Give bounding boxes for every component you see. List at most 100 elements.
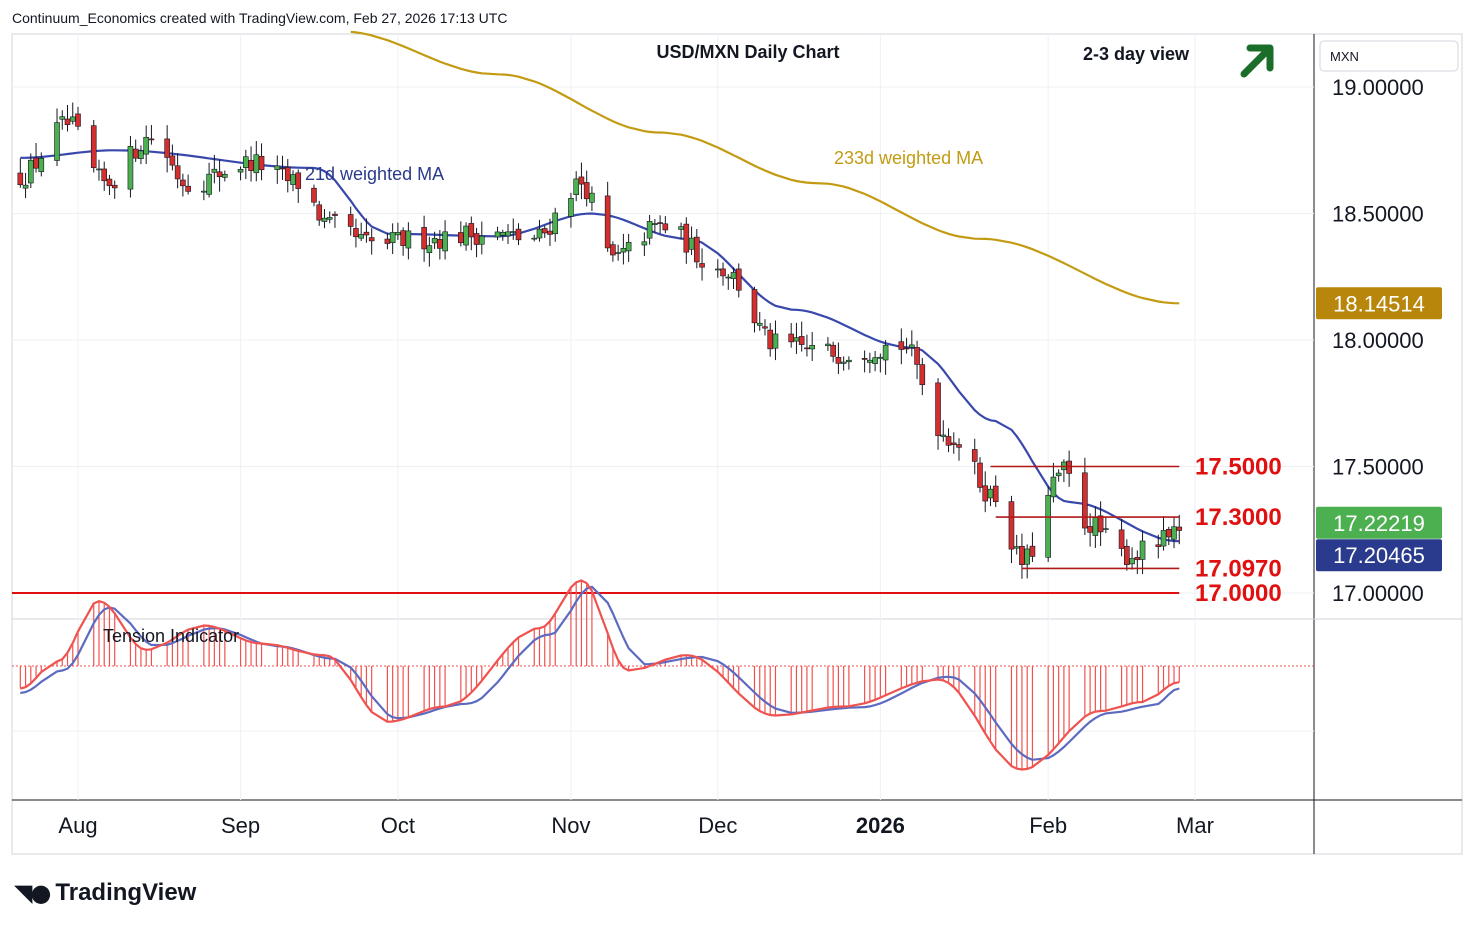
candle	[1134, 550, 1141, 575]
candle	[977, 457, 983, 493]
candle	[101, 161, 108, 191]
candle	[678, 222, 684, 240]
candle	[767, 323, 774, 357]
candle	[54, 108, 60, 167]
candle	[882, 340, 889, 375]
candle	[568, 192, 574, 228]
tension-indicator-pane	[12, 579, 1314, 771]
candle	[316, 200, 323, 226]
candle	[28, 153, 34, 188]
candle	[646, 214, 653, 245]
price-badge-label: 17.20465	[1333, 543, 1425, 568]
candle	[138, 145, 144, 165]
candle	[363, 218, 370, 243]
candle	[620, 233, 627, 265]
candle	[400, 227, 406, 256]
candle	[326, 211, 333, 224]
candle	[473, 227, 480, 258]
x-tick-label: Aug	[58, 813, 97, 838]
y-tick-label: 19.00000	[1332, 75, 1424, 100]
x-tick-label: Oct	[381, 813, 415, 838]
candle	[295, 169, 302, 203]
chart-frame	[11, 33, 1463, 855]
candle	[804, 334, 810, 357]
candle	[1176, 514, 1183, 545]
candle	[688, 226, 695, 256]
y-tick-label: 17.00000	[1332, 581, 1424, 606]
candle	[982, 471, 989, 513]
candle	[321, 209, 328, 229]
candle	[426, 236, 433, 267]
x-tick-label: Sep	[221, 813, 260, 838]
price-badge-label: 18.14514	[1333, 291, 1425, 316]
candle	[515, 223, 522, 246]
candle	[132, 139, 139, 162]
candle	[1024, 544, 1030, 579]
candle	[772, 320, 779, 361]
candle	[604, 181, 611, 252]
price-badge	[1316, 539, 1442, 572]
candle	[615, 244, 621, 261]
level-label: 17.0970	[1195, 555, 1282, 582]
candle	[1139, 530, 1146, 575]
candle	[478, 221, 485, 255]
ma21-series	[20, 149, 1180, 543]
candle	[243, 149, 249, 180]
candle	[541, 225, 548, 238]
currency-box[interactable]	[1319, 40, 1459, 72]
candle	[725, 274, 732, 290]
candle	[1029, 532, 1036, 563]
chart-subtitle: 2-3 day view	[1083, 44, 1190, 64]
x-tick-label: Dec	[698, 813, 737, 838]
candle	[174, 153, 181, 189]
candle	[90, 120, 97, 173]
candle	[830, 341, 836, 363]
candle	[499, 229, 506, 241]
candle	[258, 143, 265, 181]
candle	[1165, 526, 1172, 546]
candle	[421, 215, 427, 262]
candle	[206, 162, 212, 198]
candle	[358, 222, 364, 242]
candle	[867, 352, 873, 374]
candle	[625, 233, 632, 262]
oscillator-fast-line	[20, 579, 1180, 771]
candle	[180, 173, 186, 197]
candle	[971, 438, 978, 475]
candle	[1171, 517, 1177, 549]
candle	[494, 226, 501, 241]
candle	[332, 211, 338, 228]
candle	[657, 215, 663, 234]
level-label: 17.0000	[1195, 580, 1282, 607]
candle	[463, 222, 469, 251]
candle	[1124, 539, 1130, 571]
candle	[846, 356, 852, 370]
candle	[699, 248, 705, 281]
ma233-series	[350, 30, 1180, 305]
x-tick-label: 2026	[856, 813, 905, 838]
candle	[909, 330, 915, 357]
oscillator-slow-line	[20, 585, 1180, 761]
candle	[148, 125, 155, 145]
candle	[1082, 457, 1088, 536]
candle	[442, 220, 448, 260]
candle	[919, 357, 926, 396]
candle	[1092, 506, 1099, 548]
candle	[762, 319, 768, 336]
candle	[1097, 501, 1104, 546]
price-badge	[1316, 287, 1442, 320]
candle	[1103, 516, 1109, 534]
candle	[825, 337, 831, 351]
candle	[111, 180, 118, 199]
candle	[735, 263, 742, 298]
candle	[405, 222, 412, 260]
candle	[840, 356, 847, 371]
tradingview-logo[interactable]: ◥● TradingView	[14, 878, 196, 908]
candle	[169, 144, 176, 171]
candle	[222, 170, 228, 182]
y-tick-label: 18.50000	[1332, 202, 1424, 227]
candle	[788, 323, 795, 348]
candle	[17, 158, 24, 188]
candle	[505, 224, 511, 245]
candle	[1013, 534, 1020, 555]
